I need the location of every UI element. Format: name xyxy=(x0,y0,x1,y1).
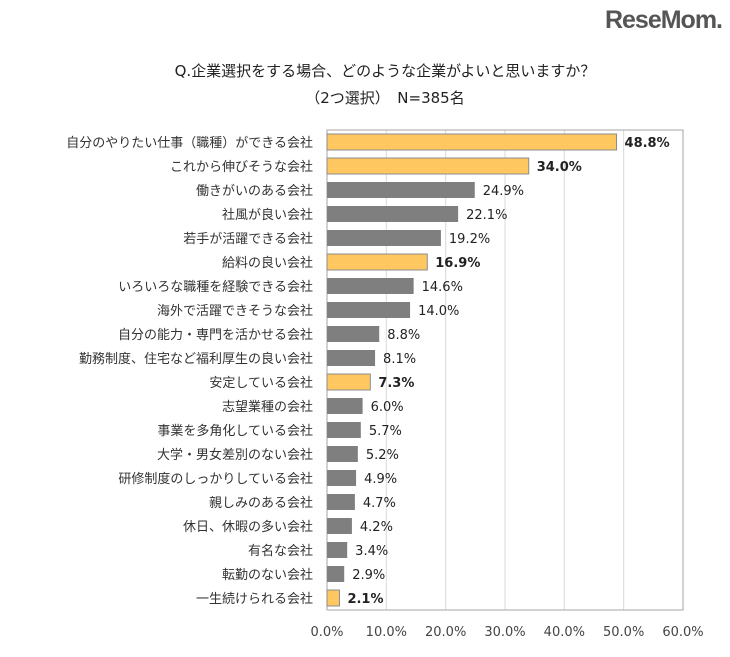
x-tick-label: 10.0% xyxy=(366,625,407,640)
category-label: 社風が良い会社 xyxy=(222,207,313,223)
bar xyxy=(327,494,355,510)
bar xyxy=(327,206,459,222)
bar xyxy=(326,133,618,151)
bar xyxy=(327,542,348,558)
bar xyxy=(327,278,414,294)
category-label: 自分のやりたい仕事（職種）ができる会社 xyxy=(66,135,313,151)
category-label: 勤務制度、住宅など福利厚生の良い会社 xyxy=(79,351,313,367)
x-tick-label: 30.0% xyxy=(484,625,525,640)
x-tick-label: 50.0% xyxy=(603,625,644,640)
bar xyxy=(327,398,363,414)
bar xyxy=(327,566,345,582)
bar xyxy=(327,302,411,318)
category-label: 親しみのある会社 xyxy=(209,495,313,511)
chart-title: Q.企業選択をする場合、どのような企業がよいと思いますか？ xyxy=(174,62,596,80)
bar xyxy=(327,422,361,438)
chart-subtitle: （2つ選択） N=385名 xyxy=(305,89,465,107)
data-label: 19.2% xyxy=(449,232,490,247)
plot-area-border xyxy=(326,129,684,611)
bar xyxy=(327,446,358,462)
bar xyxy=(327,230,441,246)
data-label: 4.7% xyxy=(363,496,396,511)
category-label: 事業を多角化している会社 xyxy=(157,423,313,439)
category-label: 海外で活躍できそうな会社 xyxy=(157,303,313,319)
category-label: 若手が活躍できる会社 xyxy=(183,231,313,247)
bar xyxy=(327,182,475,198)
category-label: 大学・男女差別のない会社 xyxy=(157,447,313,463)
data-label: 8.8% xyxy=(387,328,420,343)
data-label: 24.9% xyxy=(483,184,524,199)
category-label: 志望業種の会社 xyxy=(222,399,313,415)
data-label: 4.2% xyxy=(360,520,393,535)
data-label: 7.3% xyxy=(378,376,414,391)
category-label: これから伸びそうな会社 xyxy=(170,159,313,175)
data-label: 2.1% xyxy=(347,592,383,607)
x-tick-label: 40.0% xyxy=(544,625,585,640)
category-label: 有名な会社 xyxy=(248,543,313,559)
data-label: 22.1% xyxy=(466,208,507,223)
bar xyxy=(326,157,530,175)
data-label: 2.9% xyxy=(352,568,385,583)
category-label: いろいろな職種を経験できる会社 xyxy=(118,279,313,295)
category-label: 一生続けられる会社 xyxy=(196,591,313,607)
category-label: 安定している会社 xyxy=(209,375,313,391)
data-label: 4.9% xyxy=(364,472,397,487)
data-label: 3.4% xyxy=(355,544,388,559)
bar xyxy=(326,253,428,271)
data-label: 14.0% xyxy=(418,304,459,319)
category-label: 転勤のない会社 xyxy=(222,567,313,583)
category-label: 研修制度のしっかりしている会社 xyxy=(118,471,313,487)
bar xyxy=(327,350,376,366)
data-label: 8.1% xyxy=(383,352,416,367)
x-tick-label: 0.0% xyxy=(310,625,343,640)
x-tick-label: 60.0% xyxy=(662,625,703,640)
data-label: 14.6% xyxy=(422,280,463,295)
bar xyxy=(326,589,340,607)
data-label: 48.8% xyxy=(625,136,670,151)
category-label: 働きがいのある会社 xyxy=(196,183,313,199)
data-label: 6.0% xyxy=(371,400,404,415)
bar xyxy=(327,470,357,486)
bar xyxy=(327,518,352,534)
data-label: 5.7% xyxy=(369,424,402,439)
bar xyxy=(326,373,371,391)
bar xyxy=(327,326,380,342)
category-label: 休日、休暇の多い会社 xyxy=(183,519,313,535)
data-label: 16.9% xyxy=(435,256,480,271)
data-label: 5.2% xyxy=(366,448,399,463)
x-tick-label: 20.0% xyxy=(425,625,466,640)
category-label: 給料の良い会社 xyxy=(222,255,313,271)
data-label: 34.0% xyxy=(537,160,582,175)
category-label: 自分の能力・専門を活かせる会社 xyxy=(118,327,313,343)
resemom-watermark-logo: ReseMom. xyxy=(604,6,723,34)
